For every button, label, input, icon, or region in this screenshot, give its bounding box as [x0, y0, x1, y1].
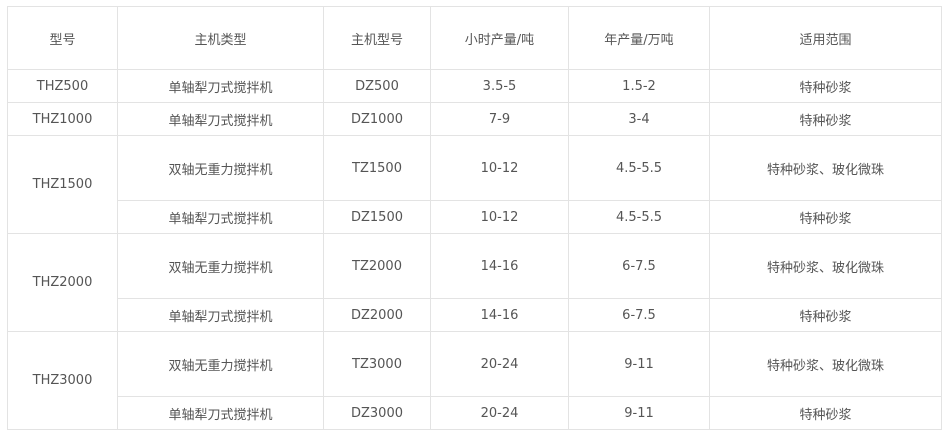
- cell-year: 6-7.5: [568, 298, 710, 332]
- cell-hour: 10-12: [430, 135, 569, 201]
- header-cell: 年产量/万吨: [568, 6, 710, 70]
- cell-type: 单轴犁刀式搅拌机: [117, 298, 324, 332]
- cell-type: 双轴无重力搅拌机: [117, 135, 324, 201]
- cell-scope: 特种砂浆: [709, 69, 942, 103]
- cell-model: THZ1500: [7, 135, 118, 234]
- cell-host: DZ2000: [323, 298, 431, 332]
- cell-type: 单轴犁刀式搅拌机: [117, 396, 324, 430]
- cell-hour: 20-24: [430, 396, 569, 430]
- cell-year: 1.5-2: [568, 69, 710, 103]
- table-row: THZ1500 双轴无重力搅拌机 TZ1500 10-12 4.5-5.5 特种砂浆、玻化…: [7, 135, 942, 234]
- table-row: 单轴犁刀式搅拌机 DZ3000 20-24 9-11 特种砂浆: [8, 396, 942, 430]
- header-cell: 型号: [7, 6, 118, 70]
- cell-year: 9-11: [568, 396, 710, 430]
- cell-year: 3-4: [568, 102, 710, 136]
- cell-hour: 3.5-5: [430, 69, 569, 103]
- cell-scope: 特种砂浆、玻化微珠: [709, 331, 942, 397]
- cell-hour: 10-12: [430, 200, 569, 234]
- header-cell: 主机型号: [323, 6, 431, 70]
- cell-type: 单轴犁刀式搅拌机: [117, 69, 324, 103]
- cell-host: DZ3000: [323, 396, 431, 430]
- cell-scope: 特种砂浆: [709, 200, 942, 234]
- cell-model: THZ3000: [7, 331, 118, 430]
- table-row: THZ1000 单轴犁刀式搅拌机 DZ1000 7-9 3-4 特种砂浆: [7, 102, 942, 136]
- cell-scope: 特种砂浆、玻化微珠: [709, 135, 942, 201]
- header-row: 型号 主机类型 主机型号 小时产量/吨 年产量/万吨 适用范围: [7, 6, 942, 70]
- cell-year: 6-7.5: [568, 233, 710, 299]
- cell-type: 单轴犁刀式搅拌机: [117, 200, 324, 234]
- table-row: 单轴犁刀式搅拌机 DZ1500 10-12 4.5-5.5 特种砂浆: [8, 200, 942, 234]
- specs-table: 型号 主机类型 主机型号 小时产量/吨 年产量/万吨 适用范围 THZ500 单轴…: [7, 6, 942, 430]
- cell-year: 9-11: [568, 331, 710, 397]
- cell-host: DZ500: [323, 69, 431, 103]
- cell-host: TZ3000: [323, 331, 431, 397]
- table-row: THZ500 单轴犁刀式搅拌机 DZ500 3.5-5 1.5-2 特种砂浆: [7, 69, 942, 103]
- header-cell: 适用范围: [709, 6, 942, 70]
- cell-year: 4.5-5.5: [568, 200, 710, 234]
- cell-scope: 特种砂浆: [709, 298, 942, 332]
- cell-year: 4.5-5.5: [568, 135, 710, 201]
- table-row: THZ2000 双轴无重力搅拌机 TZ2000 14-16 6-7.5 特种砂浆、玻化微珠: [7, 233, 942, 332]
- cell-scope: 特种砂浆: [709, 102, 942, 136]
- cell-type: 双轴无重力搅拌机: [117, 233, 324, 299]
- cell-scope: 特种砂浆: [709, 396, 942, 430]
- cell-host: TZ1500: [323, 135, 431, 201]
- cell-host: TZ2000: [323, 233, 431, 299]
- cell-hour: 14-16: [430, 233, 569, 299]
- cell-type: 双轴无重力搅拌机: [117, 331, 324, 397]
- cell-host: DZ1500: [323, 200, 431, 234]
- cell-hour: 7-9: [430, 102, 569, 136]
- cell-host: DZ1000: [323, 102, 431, 136]
- cell-model: THZ500: [7, 69, 118, 103]
- cell-scope: 特种砂浆、玻化微珠: [709, 233, 942, 299]
- header-cell: 主机类型: [117, 6, 324, 70]
- table-row: THZ3000 双轴无重力搅拌机 TZ3000 20-24 9-11 特种砂浆、玻化微珠: [7, 331, 942, 430]
- header-cell: 小时产量/吨: [430, 6, 569, 70]
- cell-model: THZ2000: [7, 233, 118, 332]
- cell-model: THZ1000: [7, 102, 118, 136]
- cell-hour: 14-16: [430, 298, 569, 332]
- cell-type: 单轴犁刀式搅拌机: [117, 102, 324, 136]
- table-row: 单轴犁刀式搅拌机 DZ2000 14-16 6-7.5 特种砂浆: [8, 298, 942, 332]
- cell-hour: 20-24: [430, 331, 569, 397]
